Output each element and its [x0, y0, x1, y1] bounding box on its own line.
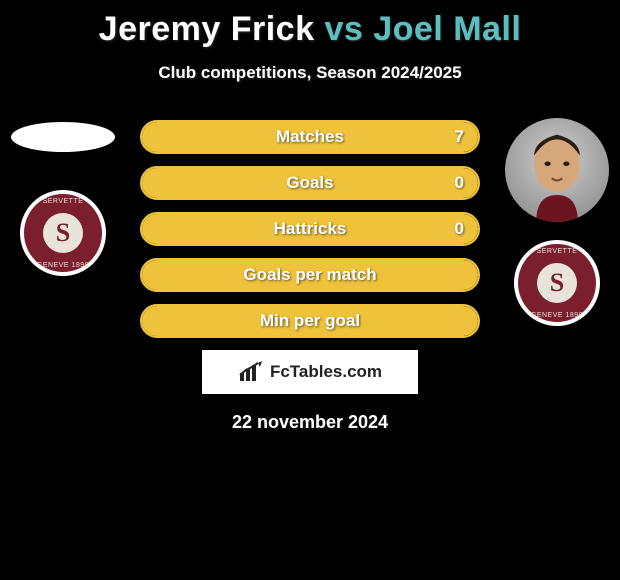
player1-club-badge: SERVETTE S GENEVE 1890 [20, 190, 106, 276]
brand-text: FcTables.com [270, 362, 382, 382]
date-text: 22 november 2024 [140, 412, 480, 433]
chart-icon [238, 361, 264, 383]
stat-row-min-per-goal: Min per goal [140, 304, 480, 338]
badge-text-top: SERVETTE [518, 248, 596, 255]
title-player1: Jeremy Frick [99, 10, 315, 48]
brand-box: FcTables.com [202, 350, 418, 394]
stat-value-right: 0 [455, 219, 464, 239]
stat-value-right: 0 [455, 173, 464, 193]
badge-text-bottom: GENEVE 1890 [24, 262, 102, 269]
player1-avatar [11, 122, 115, 152]
player2-column: SERVETTE S GENEVE 1890 [502, 118, 612, 326]
title-vs: vs [324, 10, 363, 48]
badge-initial: S [537, 263, 577, 303]
stats-panel: Matches 7 Goals 0 Hattricks 0 Goals per … [140, 120, 480, 433]
stat-label: Matches [276, 127, 344, 147]
subtitle: Club competitions, Season 2024/2025 [0, 63, 620, 83]
badge-initial: S [43, 213, 83, 253]
page-title: Jeremy Frick vs Joel Mall [0, 0, 620, 49]
face-icon [505, 118, 609, 222]
player2-club-badge: SERVETTE S GENEVE 1890 [514, 240, 600, 326]
badge-text-bottom: GENEVE 1890 [518, 312, 596, 319]
stat-row-goals: Goals 0 [140, 166, 480, 200]
player2-avatar [505, 118, 609, 222]
stat-label: Min per goal [260, 311, 360, 331]
badge-text-top: SERVETTE [24, 198, 102, 205]
stat-label: Hattricks [274, 219, 347, 239]
stat-value-right: 7 [455, 127, 464, 147]
stat-row-hattricks: Hattricks 0 [140, 212, 480, 246]
stat-label: Goals per match [243, 265, 376, 285]
player1-column: SERVETTE S GENEVE 1890 [8, 118, 118, 276]
title-player2: Joel Mall [373, 10, 521, 48]
stat-row-goals-per-match: Goals per match [140, 258, 480, 292]
stat-label: Goals [286, 173, 333, 193]
stat-row-matches: Matches 7 [140, 120, 480, 154]
